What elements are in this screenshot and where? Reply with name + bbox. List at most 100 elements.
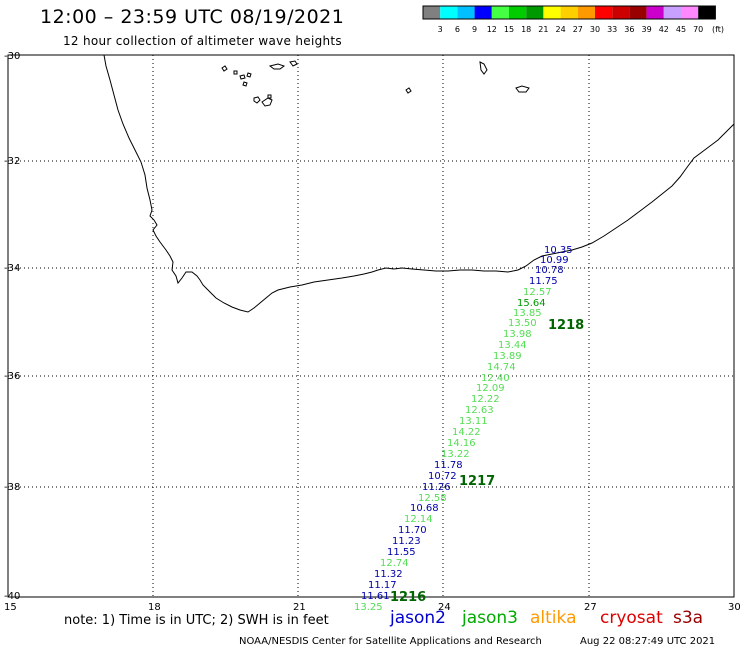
legend-jason2: jason2 [390,608,446,628]
graticule [8,55,734,597]
credit-line: NOAA/NESDIS Center for Satellite Applica… [239,636,542,647]
colorbar-swatch [423,6,441,19]
lon-label-15: 15 [4,602,17,613]
units-note: note: 1) Time is in UTC; 2) SWH is in fe… [64,613,329,628]
swh-value-label: 11.75 [529,276,558,287]
colorbar-tick-label: 6 [455,25,460,34]
lon-label-30: 30 [728,602,740,613]
swh-value-label: 13.89 [493,351,522,362]
swh-value-label: 12.57 [523,287,552,298]
colorbar-outline [422,5,716,20]
colorbar-tick-label: 24 [556,25,566,34]
swh-value-label: 13.22 [441,449,470,460]
swh-value-label: 12.40 [481,373,510,384]
colorbar-tick-label: 18 [521,25,531,34]
swh-value-label: 12.22 [471,394,500,405]
colorbar-tick-label: 3 [438,25,443,34]
swh-value-label: 10.72 [428,471,457,482]
lon-label-27: 27 [584,602,597,613]
swh-value-label: 10.68 [410,503,439,514]
colorbar-swatch [663,6,681,19]
colorbar-tick-label: 36 [624,25,634,34]
colorbar-swatch [526,6,544,19]
swh-value-label: 13.98 [503,329,532,340]
colorbar-tick-label: 39 [642,25,652,34]
colorbar-tick-label: 27 [573,25,583,34]
swh-value-label: 11.23 [392,536,421,547]
page-title: 12:00 – 23:59 UTC 08/19/2021 [40,6,345,28]
colorbar-unit-label: (ft) [712,25,724,34]
legend-altika: altika [530,608,577,628]
swh-value-label: 13.11 [459,416,488,427]
swh-value-label: 12.63 [465,405,494,416]
coastline [103,54,735,313]
swh-value-label: 14.22 [452,427,481,438]
colorbar-swatch [681,6,699,19]
swh-value-label: 13.25 [354,602,383,613]
colorbar-tick-label: 12 [487,25,497,34]
swh-value-label: 11.32 [374,569,403,580]
colorbar-tick-label: 45 [676,25,686,34]
lat-label-32: -32 [4,156,21,167]
swh-value-label: 13.50 [508,318,537,329]
lat-label-34: -34 [4,263,21,274]
islands [221,60,530,107]
swh-value-label: 12.09 [476,383,505,394]
colorbar-swatch [646,6,664,19]
swh-value-label: 11.61 [361,591,390,602]
swh-value-label: 11.55 [387,547,416,558]
colorbar-tick-label: 21 [538,25,548,34]
track-id-1217: 1217 [459,474,496,489]
swh-value-label: 12.74 [380,558,409,569]
map-frame [7,54,735,598]
colorbar-tick-label: 15 [504,25,514,34]
swh-value-label: 11.70 [398,525,427,536]
lon-label-18: 18 [148,602,161,613]
legend-s3a: s3a [673,608,704,628]
swh-value-label: 12.14 [404,514,433,525]
swh-value-label: 10.35 [544,245,573,256]
generated-timestamp: Aug 22 08:27:49 UTC 2021 [580,636,716,647]
color-scale-bar: 3 6 9 12 15 18 21 24 27 30 33 36 39 42 45 70 (ft) [422,5,724,34]
track-id-1218: 1218 [548,318,585,333]
lat-label-36: -36 [4,371,21,382]
swh-value-label: 11.78 [434,460,463,471]
colorbar-tick-label: 9 [472,25,477,34]
colorbar-tick-label: 33 [607,25,617,34]
page-subtitle: 12 hour collection of altimeter wave hei… [63,34,342,48]
swh-value-label: 13.85 [513,308,542,319]
colorbar-swatch [577,6,595,19]
track-id-1216: 1216 [390,590,427,605]
lat-label-40: -40 [4,591,21,602]
lon-label-24: 24 [438,602,451,613]
colorbar-swatch [629,6,647,19]
colorbar-swatch [612,6,630,19]
swh-value-label: 10.78 [535,265,564,276]
lat-label-38: -38 [4,482,21,493]
swh-value-label: 11.17 [368,580,397,591]
legend-cryosat: cryosat [600,608,663,628]
legend-jason3: jason3 [462,608,518,628]
swh-value-label: 13.44 [498,340,527,351]
colorbar-swatch [543,6,561,19]
colorbar-tick-label: 42 [659,25,669,34]
colorbar-swatch [491,6,509,19]
colorbar-swatch [560,6,578,19]
lon-label-21: 21 [293,602,306,613]
colorbar-swatch [595,6,613,19]
swh-value-label: 12.58 [418,493,447,504]
colorbar-tick-label: 30 [590,25,600,34]
swh-value-label: 10.99 [540,255,569,266]
colorbar-swatch [474,6,492,19]
colorbar-swatch [440,6,458,19]
swh-value-label: 11.26 [422,482,451,493]
colorbar-swatch [457,6,475,19]
lat-label-30: -30 [4,51,21,62]
colorbar-swatch [698,6,716,19]
swh-value-label: 15.64 [517,298,546,309]
swh-value-label: 14.74 [487,362,516,373]
swh-value-label: 14.16 [447,438,476,449]
colorbar-swatch [509,6,527,19]
colorbar-tick-label: 70 [693,25,703,34]
